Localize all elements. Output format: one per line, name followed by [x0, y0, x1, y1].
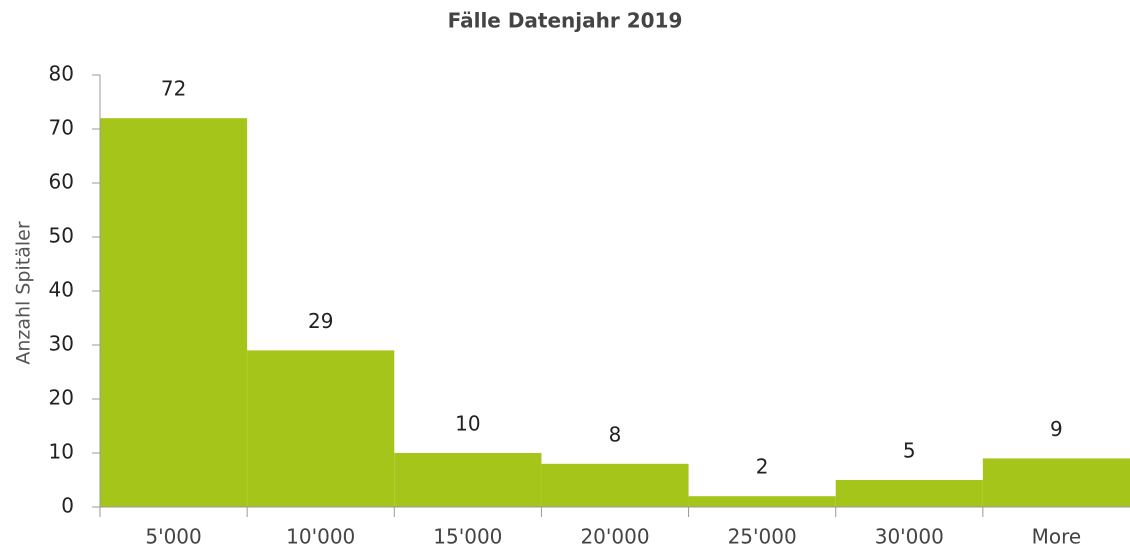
- y-tick-label: 60: [49, 170, 74, 194]
- data-label: 8: [609, 422, 622, 446]
- bar: [982, 458, 1130, 507]
- y-tick-label: 0: [61, 494, 74, 518]
- chart-title: Fälle Datenjahr 2019: [448, 9, 683, 33]
- x-tick-label: More: [1032, 525, 1082, 549]
- y-tick-label: 80: [49, 62, 74, 86]
- bar: [835, 480, 983, 507]
- y-tick-label: 30: [49, 332, 74, 356]
- y-tick-label: 40: [49, 278, 74, 302]
- y-axis-label: Anzahl Spitäler: [13, 221, 35, 364]
- data-label: 2: [756, 455, 769, 479]
- data-label: 9: [1050, 417, 1063, 441]
- x-tick-label: 15'000: [433, 525, 502, 549]
- data-label: 10: [455, 412, 480, 436]
- bar: [394, 453, 542, 507]
- y-tick-label: 70: [49, 116, 74, 140]
- bar: [247, 350, 395, 507]
- y-tick-label: 50: [49, 224, 74, 248]
- data-label: 72: [161, 77, 186, 101]
- x-tick-label: 20'000: [580, 525, 649, 549]
- x-tick-label: 5'000: [145, 525, 201, 549]
- data-label: 5: [903, 439, 916, 463]
- bar: [541, 463, 689, 507]
- x-tick-label: 10'000: [286, 525, 355, 549]
- y-tick-label: 10: [49, 440, 74, 464]
- bar: [688, 496, 836, 507]
- y-tick-label: 20: [49, 386, 74, 410]
- x-tick-label: 30'000: [875, 525, 944, 549]
- bar: [100, 118, 248, 507]
- data-label: 29: [308, 309, 333, 333]
- x-tick-label: 25'000: [728, 525, 797, 549]
